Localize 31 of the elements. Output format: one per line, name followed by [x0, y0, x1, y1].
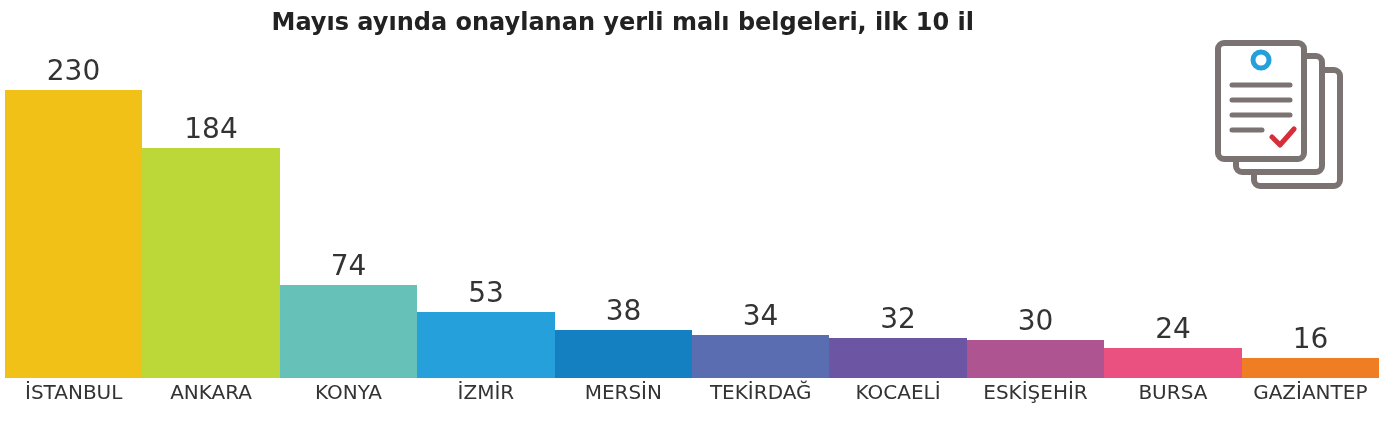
bar: [829, 338, 967, 378]
bar: [5, 90, 142, 378]
bar: [1104, 348, 1242, 378]
bar: [555, 330, 692, 378]
x-tick-label: BURSA: [1138, 380, 1208, 404]
data-label: 32: [880, 302, 916, 335]
x-tick-label: KOCAELİ: [855, 380, 941, 404]
data-label: 184: [184, 112, 238, 145]
x-tick-label: TEKİRDAĞ: [708, 380, 812, 404]
bar: [417, 312, 555, 378]
x-tick-label: ESKİŞEHİR: [983, 380, 1088, 404]
data-label: 53: [468, 276, 504, 309]
x-tick-label: İSTANBUL: [25, 380, 124, 404]
data-label: 38: [605, 294, 642, 327]
data-label: 16: [1292, 322, 1329, 355]
x-tick-label: İZMİR: [457, 380, 515, 404]
data-label: 24: [1155, 312, 1191, 345]
x-tick-label: KONYA: [314, 380, 383, 404]
bar: [1242, 358, 1379, 378]
bar: [142, 148, 280, 378]
data-label: 34: [742, 299, 779, 332]
data-label: 74: [330, 249, 367, 282]
bar: [280, 285, 417, 378]
chart-title: Mayıs ayında onaylanan yerli malı belgeleri, ilk 10 il: [271, 7, 975, 36]
data-label: 30: [1017, 304, 1054, 337]
x-tick-label: ANKARA: [170, 380, 253, 404]
bar: [967, 340, 1104, 378]
bar: [692, 335, 829, 378]
x-tick-label: GAZİANTEP: [1253, 380, 1368, 404]
data-label: 230: [46, 54, 101, 87]
x-tick-label: MERSİN: [584, 380, 662, 404]
